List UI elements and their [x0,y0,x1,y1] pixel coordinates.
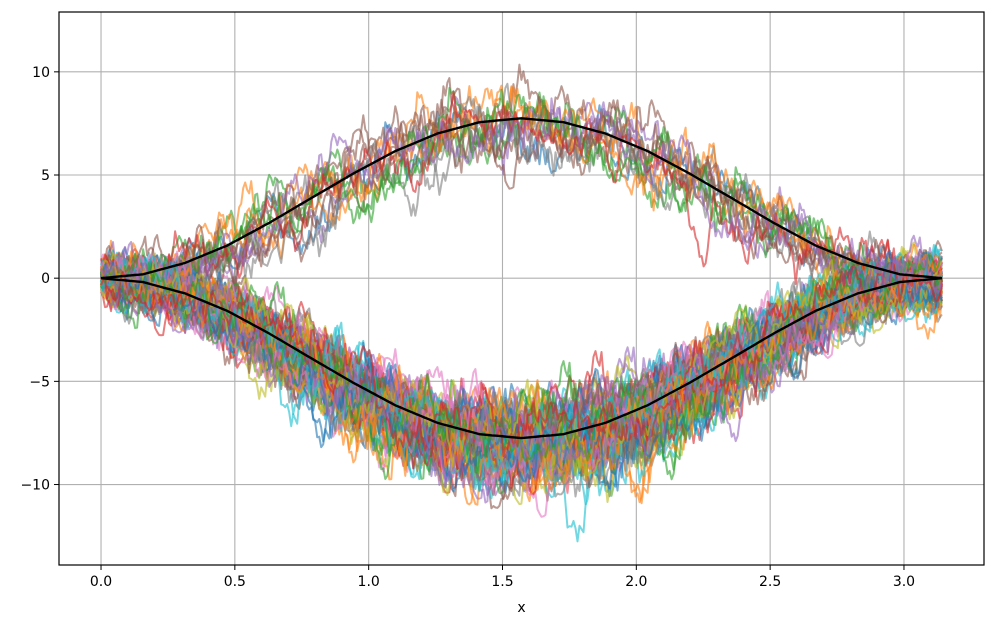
mean-curves [100,117,943,440]
x-tick-label: 1.5 [491,574,513,590]
y-axis-ticks: −10 −5 0 5 10 [20,65,59,494]
x-axis-ticks: 0.0 0.5 1.0 1.5 2.0 2.5 3.0 [90,565,915,590]
x-tick-label: 3.0 [893,574,915,590]
x-axis-label: x [517,600,525,616]
x-tick-label: 2.5 [759,574,781,590]
x-tick-label: 2.0 [625,574,647,590]
sample-path [100,86,943,302]
sample-path [100,90,943,311]
sample-path [100,261,943,458]
y-tick-label: −5 [29,374,50,390]
y-tick-label: −10 [20,478,50,494]
sample-path [100,259,943,504]
mean-curve-line [100,117,943,280]
x-tick-label: 0.0 [90,574,112,590]
sample-path [100,248,943,482]
y-tick-label: 5 [41,168,50,184]
sample-paths [100,63,943,543]
x-tick-label: 1.0 [358,574,380,590]
x-tick-label: 0.5 [224,574,246,590]
y-tick-label: 0 [41,271,50,287]
sample-path [100,101,943,315]
mean-curve-line [100,277,943,440]
y-tick-label: 10 [32,65,50,81]
plot-frame [58,11,985,566]
sample-path [100,254,943,491]
